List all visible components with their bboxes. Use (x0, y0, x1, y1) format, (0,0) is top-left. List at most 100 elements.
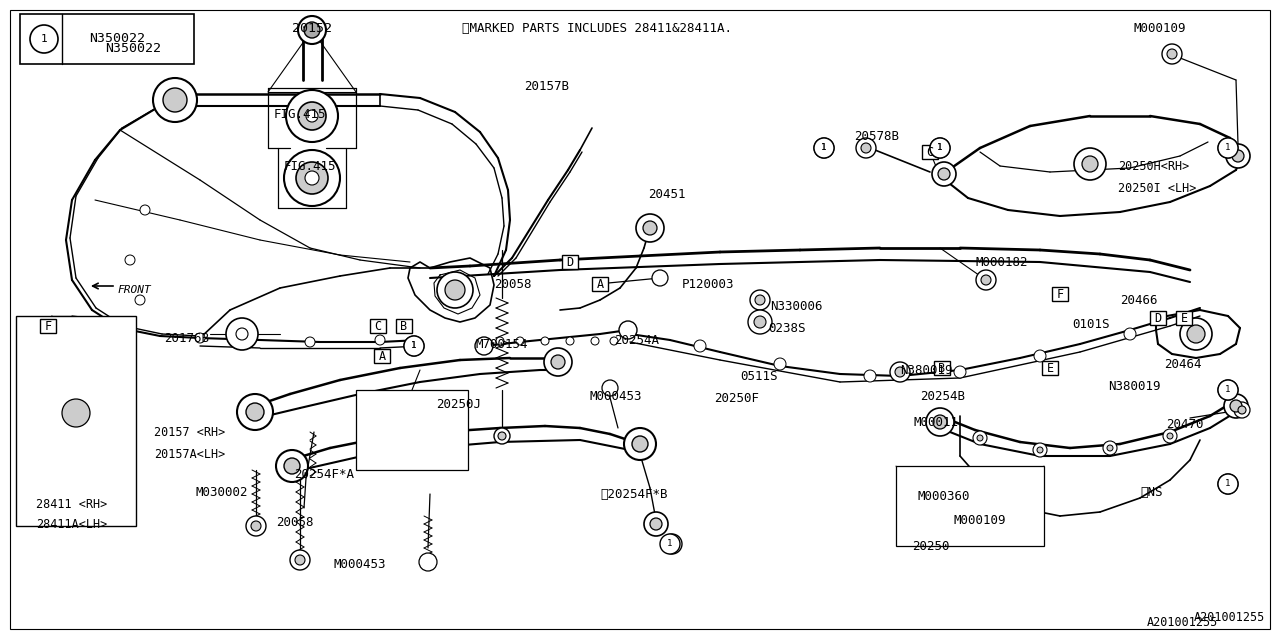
Text: 20058: 20058 (276, 516, 314, 529)
Circle shape (694, 340, 707, 352)
Text: F: F (45, 319, 51, 333)
Text: 0511S: 0511S (740, 370, 777, 383)
Circle shape (291, 550, 310, 570)
Text: N380019: N380019 (1108, 380, 1161, 393)
Text: 20254F*A: 20254F*A (294, 468, 355, 481)
Circle shape (954, 366, 966, 378)
Text: ※MARKED PARTS INCLUDES 28411&28411A.: ※MARKED PARTS INCLUDES 28411&28411A. (462, 22, 732, 35)
Circle shape (298, 16, 326, 44)
Circle shape (977, 270, 996, 290)
Circle shape (1231, 150, 1244, 162)
Circle shape (296, 162, 328, 194)
Circle shape (298, 102, 326, 130)
Circle shape (404, 336, 424, 356)
Text: A: A (379, 349, 385, 362)
Circle shape (1164, 429, 1178, 443)
Circle shape (602, 380, 618, 396)
Text: 1: 1 (667, 540, 673, 548)
Circle shape (1162, 44, 1181, 64)
Text: 20250H<RH>: 20250H<RH> (1117, 160, 1189, 173)
Text: N350022: N350022 (90, 33, 145, 45)
Circle shape (246, 516, 266, 536)
Circle shape (1238, 406, 1245, 414)
Circle shape (1219, 380, 1238, 400)
Bar (15, 316, 136, 526)
Bar (1052, 287, 1068, 301)
Text: 20176B: 20176B (164, 332, 209, 345)
Circle shape (1037, 447, 1043, 453)
Circle shape (1124, 328, 1137, 340)
Circle shape (134, 295, 145, 305)
Circle shape (419, 553, 436, 571)
Text: E: E (1047, 362, 1053, 374)
Circle shape (284, 458, 300, 474)
Bar (593, 277, 608, 291)
Text: 0238S: 0238S (768, 322, 805, 335)
Text: ※20254F*B: ※20254F*B (600, 488, 667, 501)
Circle shape (305, 337, 315, 347)
Text: 1: 1 (1225, 143, 1230, 152)
Text: N330006: N330006 (771, 300, 823, 313)
Circle shape (276, 450, 308, 482)
Circle shape (931, 138, 950, 158)
Text: 1: 1 (669, 540, 675, 548)
Circle shape (1230, 400, 1242, 412)
Circle shape (494, 428, 509, 444)
Text: 1: 1 (822, 143, 827, 152)
Circle shape (163, 88, 187, 112)
Circle shape (516, 337, 524, 345)
Circle shape (643, 221, 657, 235)
Text: M000182: M000182 (977, 256, 1029, 269)
Text: B: B (938, 362, 946, 374)
Circle shape (620, 321, 637, 339)
Text: 1: 1 (1225, 479, 1230, 488)
Circle shape (49, 385, 104, 441)
Circle shape (591, 337, 599, 345)
Text: M000453: M000453 (590, 390, 643, 403)
Circle shape (1219, 138, 1238, 158)
Text: 20058: 20058 (494, 278, 531, 291)
Text: C: C (375, 319, 381, 333)
Text: F: F (1056, 287, 1064, 301)
Circle shape (475, 337, 493, 355)
Circle shape (285, 90, 338, 142)
Circle shape (195, 333, 205, 343)
Circle shape (1082, 156, 1098, 172)
Circle shape (856, 138, 876, 158)
Text: E: E (1180, 312, 1188, 324)
Circle shape (1187, 325, 1204, 343)
Text: 20157 <RH>: 20157 <RH> (154, 426, 225, 439)
Circle shape (1219, 138, 1238, 158)
Circle shape (980, 275, 991, 285)
Bar (370, 319, 385, 333)
Circle shape (925, 408, 954, 436)
Circle shape (750, 290, 771, 310)
Text: ※NS: ※NS (1140, 486, 1162, 499)
Circle shape (931, 138, 950, 158)
Text: 1: 1 (937, 143, 942, 152)
Text: FIG.415: FIG.415 (284, 160, 337, 173)
Circle shape (294, 555, 305, 565)
Text: 1: 1 (937, 143, 942, 152)
Text: N350022: N350022 (105, 42, 161, 55)
Circle shape (498, 432, 506, 440)
Circle shape (636, 214, 664, 242)
Circle shape (1219, 474, 1238, 494)
Circle shape (774, 358, 786, 370)
Text: 1: 1 (1225, 143, 1230, 152)
Circle shape (1219, 380, 1238, 400)
Circle shape (754, 316, 765, 328)
Bar (397, 319, 412, 333)
Text: M000109: M000109 (954, 514, 1006, 527)
Text: 20250: 20250 (911, 540, 950, 553)
Text: P120003: P120003 (682, 278, 735, 291)
Bar (1151, 311, 1166, 325)
Text: 20470: 20470 (1166, 418, 1203, 431)
Text: N380019: N380019 (900, 364, 952, 377)
Circle shape (895, 367, 905, 377)
Circle shape (748, 310, 772, 334)
Text: 20250F: 20250F (714, 392, 759, 405)
Text: D: D (567, 255, 573, 269)
Circle shape (306, 110, 317, 122)
Circle shape (938, 168, 950, 180)
